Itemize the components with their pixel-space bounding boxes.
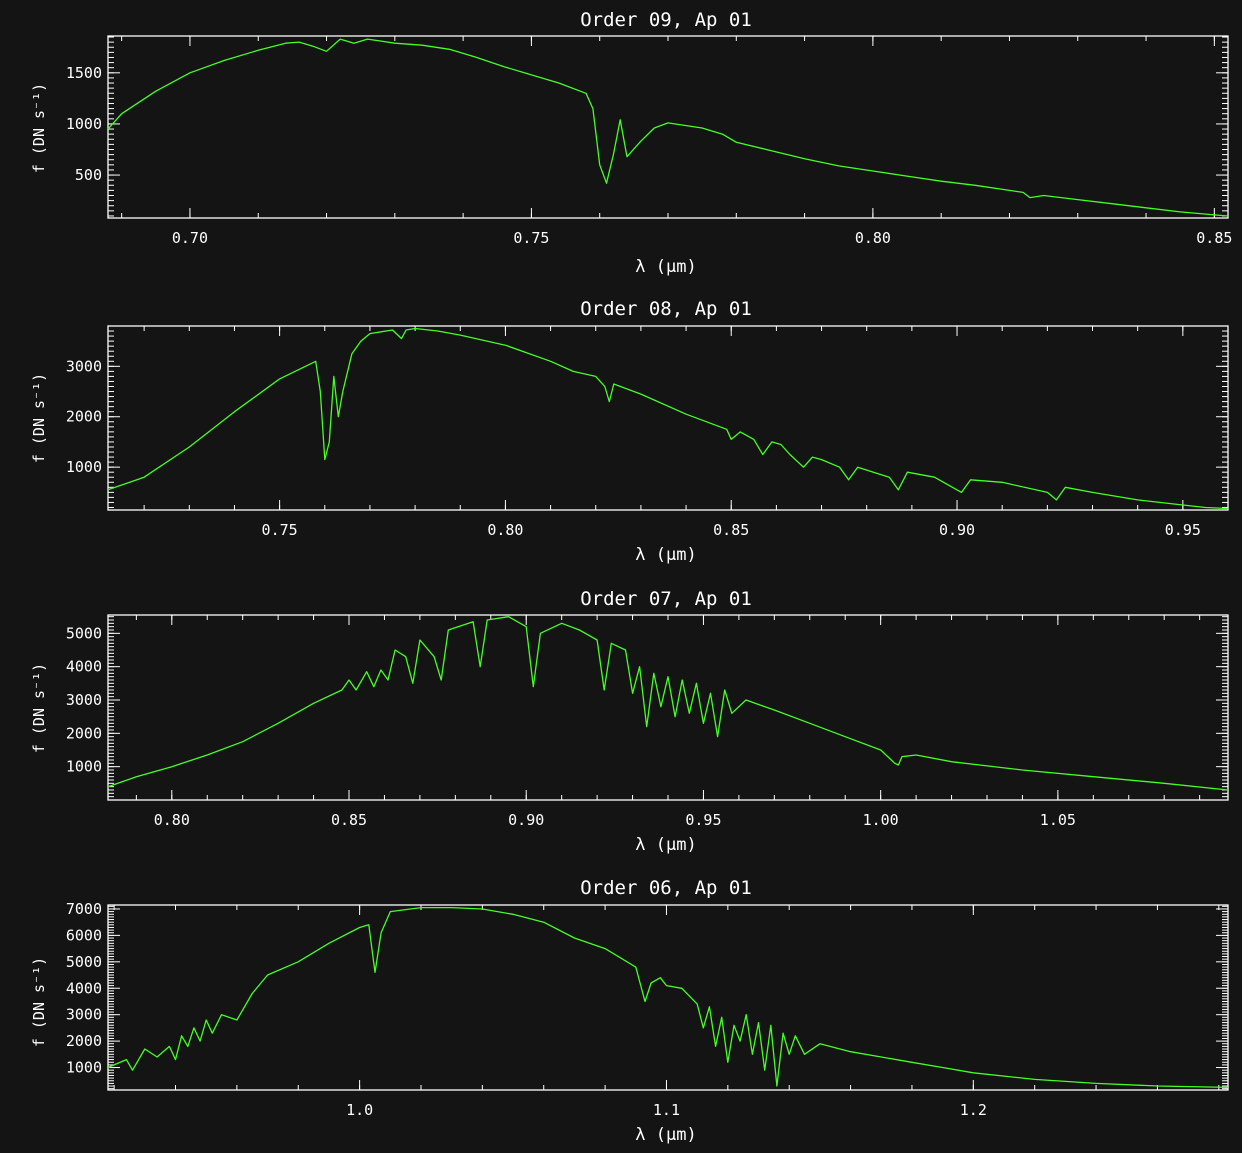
y-tick-label: 1500 xyxy=(66,64,102,82)
y-tick-label: 2000 xyxy=(66,408,102,426)
y-axis-label: f (DN s⁻¹) xyxy=(30,83,48,173)
x-tick-label: 1.00 xyxy=(863,811,899,829)
panel-title: Order 09, Ap 01 xyxy=(580,9,752,31)
y-tick-label: 1000 xyxy=(66,1059,102,1077)
x-tick-label: 0.85 xyxy=(1196,229,1232,247)
x-tick-label: 0.90 xyxy=(508,811,544,829)
y-tick-label: 5000 xyxy=(66,624,102,642)
spectrum-line xyxy=(107,616,1229,791)
panel-title: Order 06, Ap 01 xyxy=(580,877,752,899)
y-tick-label: 3000 xyxy=(66,691,102,709)
x-axis-label: λ (μm) xyxy=(635,545,696,565)
x-tick-label: 1.2 xyxy=(960,1101,987,1119)
x-axis-label: λ (μm) xyxy=(635,257,696,277)
x-tick-label: 1.05 xyxy=(1040,811,1076,829)
panel-title: Order 07, Ap 01 xyxy=(580,588,752,610)
y-tick-label: 3000 xyxy=(66,357,102,375)
y-tick-label: 500 xyxy=(75,166,102,184)
x-tick-label: 0.70 xyxy=(172,229,208,247)
plot-frame xyxy=(107,325,1229,511)
x-tick-label: 0.85 xyxy=(331,811,367,829)
y-axis-label: f (DN s⁻¹) xyxy=(30,373,48,463)
x-axis-label: λ (μm) xyxy=(635,835,696,855)
y-tick-label: 1000 xyxy=(66,758,102,776)
x-tick-label: 0.80 xyxy=(487,521,523,539)
y-tick-label: 6000 xyxy=(66,926,102,944)
spectrum-line xyxy=(107,38,1229,217)
x-tick-label: 0.75 xyxy=(262,521,298,539)
y-tick-label: 1000 xyxy=(66,458,102,476)
panel-order-08: Order 08, Ap 01 λ (μm) f (DN s⁻¹) 0.75 0.… xyxy=(30,298,1229,565)
y-tick-label: 3000 xyxy=(66,1006,102,1024)
y-tick-label: 5000 xyxy=(66,953,102,971)
spectrum-line xyxy=(107,906,1229,1089)
x-tick-label: 1.1 xyxy=(653,1101,680,1119)
y-tick-label: 2000 xyxy=(66,724,102,742)
y-tick-label: 7000 xyxy=(66,900,102,918)
x-tick-label: 0.75 xyxy=(513,229,549,247)
panel-order-09: Order 09, Ap 01 λ (μm) f (DN s⁻¹) 0.70 0.… xyxy=(30,9,1232,277)
y-axis-label: f (DN s⁻¹) xyxy=(30,663,48,753)
spectrum-line xyxy=(107,327,1229,510)
x-tick-label: 0.85 xyxy=(713,521,749,539)
x-tick-label: 1.0 xyxy=(346,1101,373,1119)
plot-frame xyxy=(107,904,1229,1091)
x-tick-label: 0.80 xyxy=(154,811,190,829)
y-tick-label: 2000 xyxy=(66,1032,102,1050)
x-axis-label: λ (μm) xyxy=(635,1125,696,1145)
y-tick-label: 4000 xyxy=(66,979,102,997)
panel-title: Order 08, Ap 01 xyxy=(580,298,752,320)
x-tick-label: 0.95 xyxy=(1165,521,1201,539)
x-tick-label: 0.90 xyxy=(939,521,975,539)
x-tick-label: 0.95 xyxy=(685,811,721,829)
y-tick-label: 4000 xyxy=(66,658,102,676)
y-axis-label: f (DN s⁻¹) xyxy=(30,957,48,1047)
x-tick-label: 0.80 xyxy=(855,229,891,247)
panel-order-07: Order 07, Ap 01 λ (μm) f (DN s⁻¹) 0.80 0.… xyxy=(30,588,1229,855)
panel-order-06: Order 06, Ap 01 λ (μm) f (DN s⁻¹) 1.0 1.1… xyxy=(30,877,1229,1145)
y-tick-label: 1000 xyxy=(66,115,102,133)
